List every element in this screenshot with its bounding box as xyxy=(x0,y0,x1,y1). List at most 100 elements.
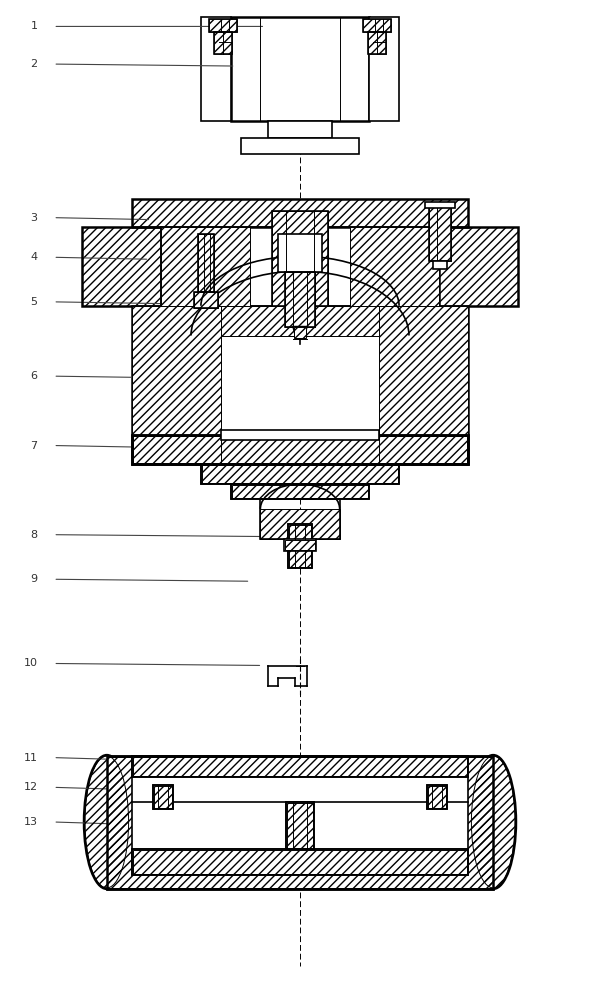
Bar xyxy=(131,336,221,435)
Bar xyxy=(133,850,467,874)
Bar xyxy=(133,757,467,776)
Bar xyxy=(429,207,451,261)
Bar xyxy=(107,756,493,889)
Bar xyxy=(131,756,469,777)
Bar xyxy=(221,430,379,440)
Bar xyxy=(350,227,439,306)
Bar xyxy=(131,849,469,874)
Bar xyxy=(230,484,370,499)
Bar xyxy=(131,849,469,874)
Bar xyxy=(161,227,250,306)
Bar xyxy=(379,306,469,459)
Bar xyxy=(221,306,379,336)
Text: 5: 5 xyxy=(31,297,37,307)
Bar xyxy=(285,272,315,327)
Bar xyxy=(232,485,368,498)
Text: 2: 2 xyxy=(31,59,37,69)
Bar xyxy=(131,435,469,464)
Bar xyxy=(260,499,340,539)
Bar xyxy=(427,785,446,809)
Bar xyxy=(364,18,391,32)
Text: 6: 6 xyxy=(31,371,37,381)
Bar xyxy=(379,336,469,435)
Bar xyxy=(294,327,306,338)
Bar xyxy=(221,306,379,336)
Bar xyxy=(286,802,314,849)
Bar xyxy=(131,199,469,227)
Bar xyxy=(241,138,359,154)
Bar xyxy=(131,777,469,869)
Bar xyxy=(214,32,232,54)
Bar xyxy=(154,786,172,808)
Bar xyxy=(433,261,446,269)
Text: 1: 1 xyxy=(31,21,37,31)
Bar xyxy=(368,32,386,54)
Bar xyxy=(285,272,315,327)
Bar xyxy=(194,292,218,308)
Text: 9: 9 xyxy=(31,574,37,584)
Bar xyxy=(161,227,250,306)
Bar xyxy=(428,786,446,808)
Bar xyxy=(82,227,161,306)
Bar xyxy=(131,435,469,464)
Bar xyxy=(350,227,439,306)
Bar xyxy=(370,17,399,121)
Bar xyxy=(194,292,218,308)
Bar xyxy=(364,18,391,32)
Bar xyxy=(201,464,399,484)
Bar xyxy=(161,227,439,306)
Bar xyxy=(439,227,518,306)
Bar xyxy=(209,18,236,32)
Bar xyxy=(272,211,328,306)
Bar xyxy=(131,306,221,459)
Bar xyxy=(368,32,386,54)
Bar xyxy=(201,17,230,121)
Text: 8: 8 xyxy=(31,530,37,540)
Bar xyxy=(289,525,311,567)
Bar xyxy=(288,524,312,568)
Bar xyxy=(131,306,221,459)
Bar xyxy=(287,803,313,848)
Bar xyxy=(198,234,214,292)
Bar xyxy=(268,121,332,138)
Bar xyxy=(288,524,312,568)
Bar xyxy=(221,336,379,435)
Bar xyxy=(379,306,469,459)
Bar xyxy=(429,207,451,261)
Bar xyxy=(133,436,467,463)
Text: ø138: ø138 xyxy=(289,134,311,143)
Ellipse shape xyxy=(470,755,516,889)
Bar xyxy=(278,234,322,272)
Bar xyxy=(201,464,399,484)
Bar xyxy=(230,484,370,499)
Bar xyxy=(214,32,232,54)
Bar xyxy=(284,539,316,551)
Bar xyxy=(209,18,236,32)
Bar xyxy=(131,756,469,777)
Text: 3: 3 xyxy=(31,213,37,223)
Bar xyxy=(230,17,370,121)
Bar xyxy=(439,227,518,306)
Text: 12: 12 xyxy=(23,782,37,792)
Bar xyxy=(285,540,315,550)
Bar xyxy=(107,757,493,888)
Bar xyxy=(260,509,340,539)
Text: 13: 13 xyxy=(23,817,37,827)
Polygon shape xyxy=(293,327,307,339)
Bar xyxy=(202,465,398,483)
Text: 11: 11 xyxy=(23,753,37,763)
Text: 10: 10 xyxy=(23,658,37,668)
Bar xyxy=(131,306,469,464)
Bar xyxy=(154,785,173,809)
Bar xyxy=(427,785,446,809)
Ellipse shape xyxy=(84,755,130,889)
Bar xyxy=(198,234,214,292)
Text: 4: 4 xyxy=(31,252,37,262)
Bar xyxy=(131,199,469,227)
Bar xyxy=(107,756,493,889)
Bar xyxy=(286,802,314,849)
Bar xyxy=(154,785,173,809)
Bar xyxy=(425,202,455,208)
Text: 7: 7 xyxy=(31,441,37,451)
Bar xyxy=(272,211,328,306)
